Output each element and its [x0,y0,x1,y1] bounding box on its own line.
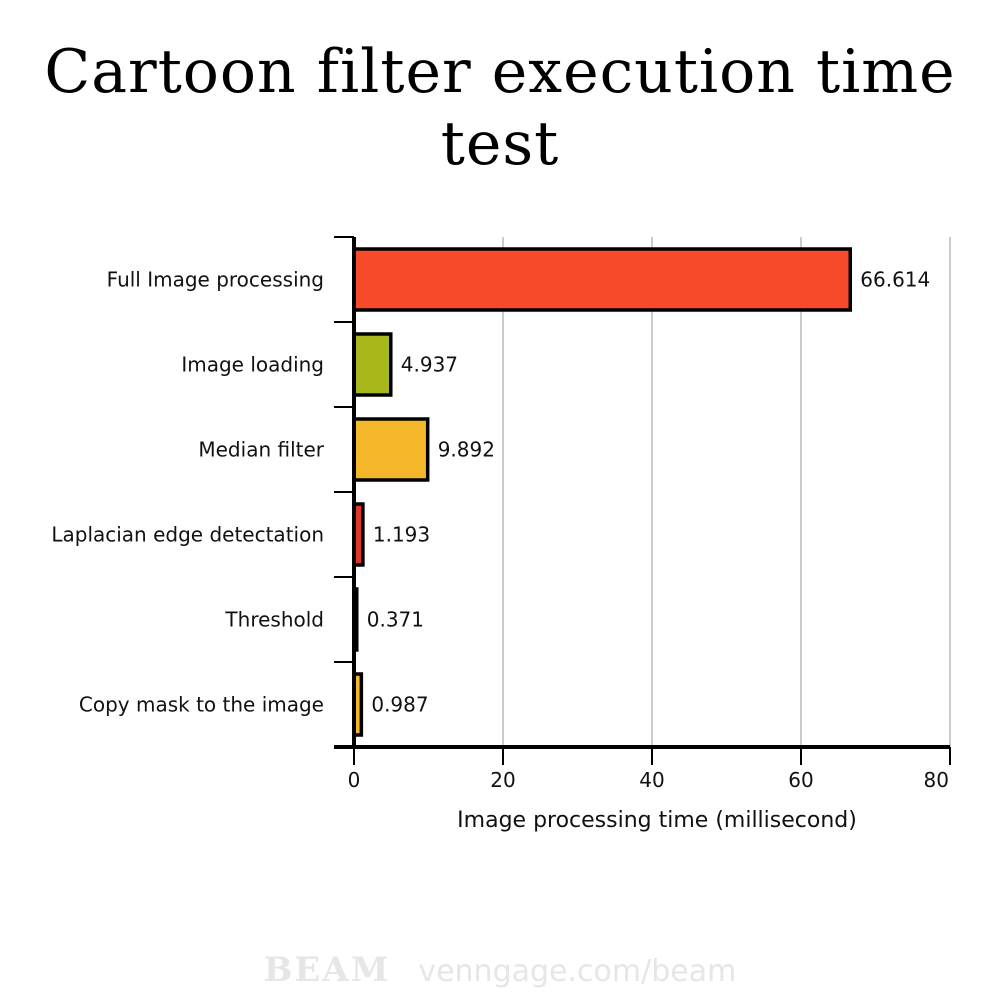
category-label: Full Image processing [107,268,324,292]
data-label: 9.892 [438,438,495,462]
bar [352,332,393,397]
data-label: 0.987 [371,693,428,717]
x-tick-label: 20 [490,768,515,792]
category-label: Median filter [198,438,324,462]
category-label: Image loading [181,353,324,377]
bar [352,417,430,482]
category-label: Laplacian edge detectation [51,523,324,547]
chart-title: Cartoon filter execution time test [44,37,956,179]
x-tick-label: 0 [348,768,361,792]
bar [352,247,853,312]
category-label: Copy mask to the image [79,693,324,717]
data-label: 0.371 [367,608,424,632]
brand-logo: BEAM [263,950,391,990]
x-tick-label: 60 [788,768,813,792]
data-label: 4.937 [401,353,458,377]
data-label: 66.614 [860,268,930,292]
data-label: 1.193 [373,523,430,547]
footer-url: venngage.com/beam [418,954,737,989]
category-label: Threshold [224,608,324,632]
footer-watermark: BEAM venngage.com/beam [0,950,1000,990]
x-axis-title: Image processing time (millisecond) [457,808,857,833]
x-tick-label: 80 [924,768,949,792]
x-tick-label: 40 [639,768,664,792]
